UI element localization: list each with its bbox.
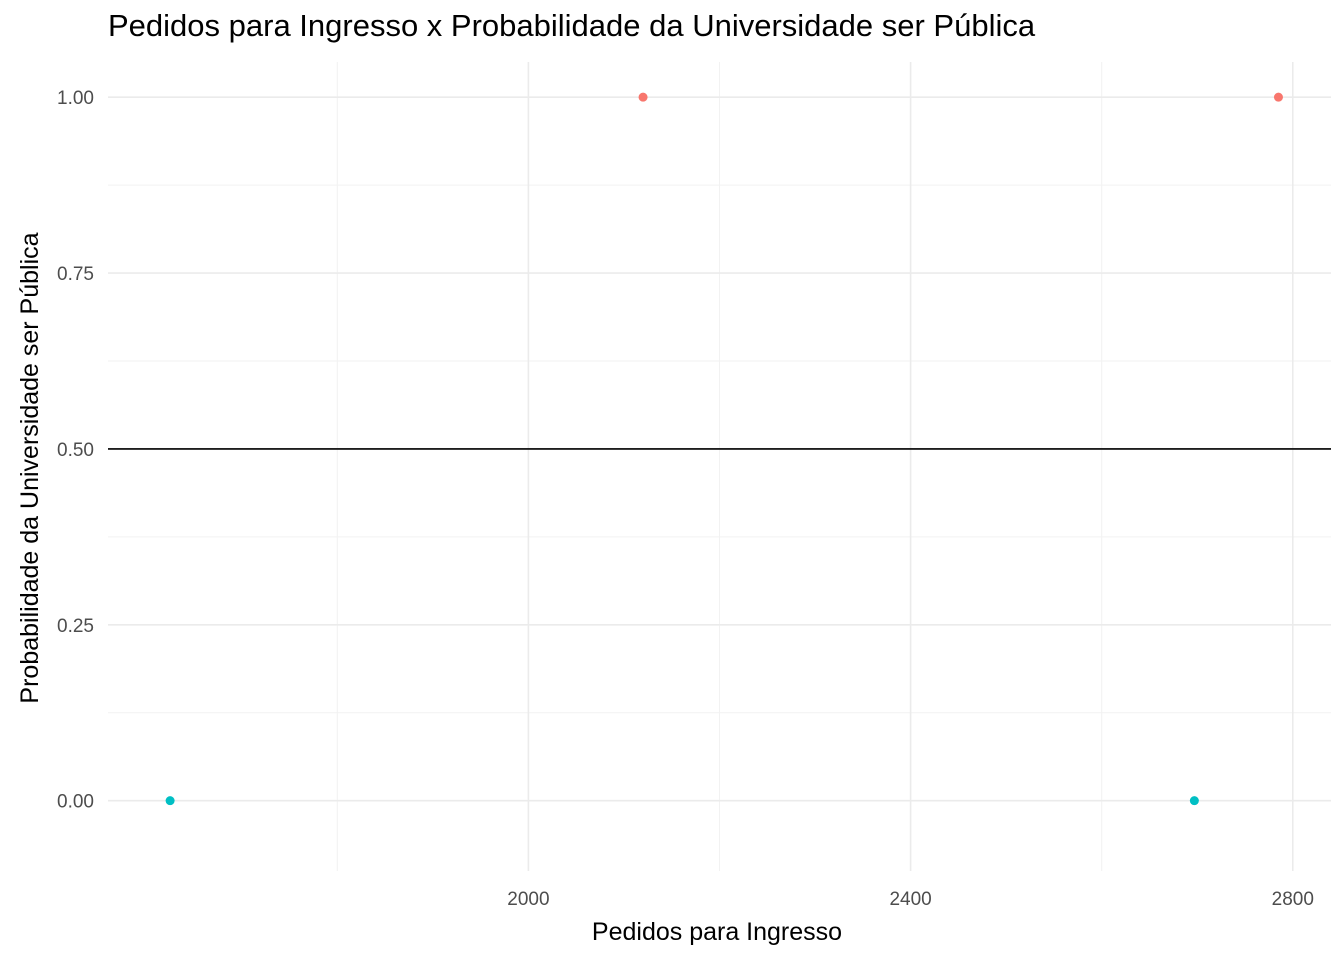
y-axis-title: Probabilidade da Universidade ser Públic…	[16, 232, 44, 703]
chart-title: Pedidos para Ingresso x Probabilidade da…	[108, 8, 1036, 43]
y-tick-label: 1.00	[57, 88, 94, 109]
x-tick-label: 2000	[507, 889, 549, 910]
y-axis-ticks: 0.00 0.25 0.50 0.75 1.00	[57, 88, 94, 812]
y-tick-label: 0.25	[57, 616, 94, 637]
data-point	[638, 92, 648, 102]
x-axis-title: Pedidos para Ingresso	[592, 918, 842, 946]
data-point	[1189, 796, 1199, 806]
data-points	[165, 92, 1283, 806]
x-tick-label: 2400	[889, 889, 931, 910]
data-point	[1273, 92, 1283, 102]
minor-gridlines	[108, 62, 1331, 871]
x-tick-label: 2800	[1272, 889, 1314, 910]
y-tick-label: 0.50	[57, 440, 94, 461]
y-tick-label: 0.00	[57, 792, 94, 813]
major-gridlines	[108, 62, 1331, 871]
data-point	[165, 796, 175, 806]
y-tick-label: 0.75	[57, 264, 94, 285]
x-axis-ticks: 2000 2400 2800	[507, 889, 1314, 910]
